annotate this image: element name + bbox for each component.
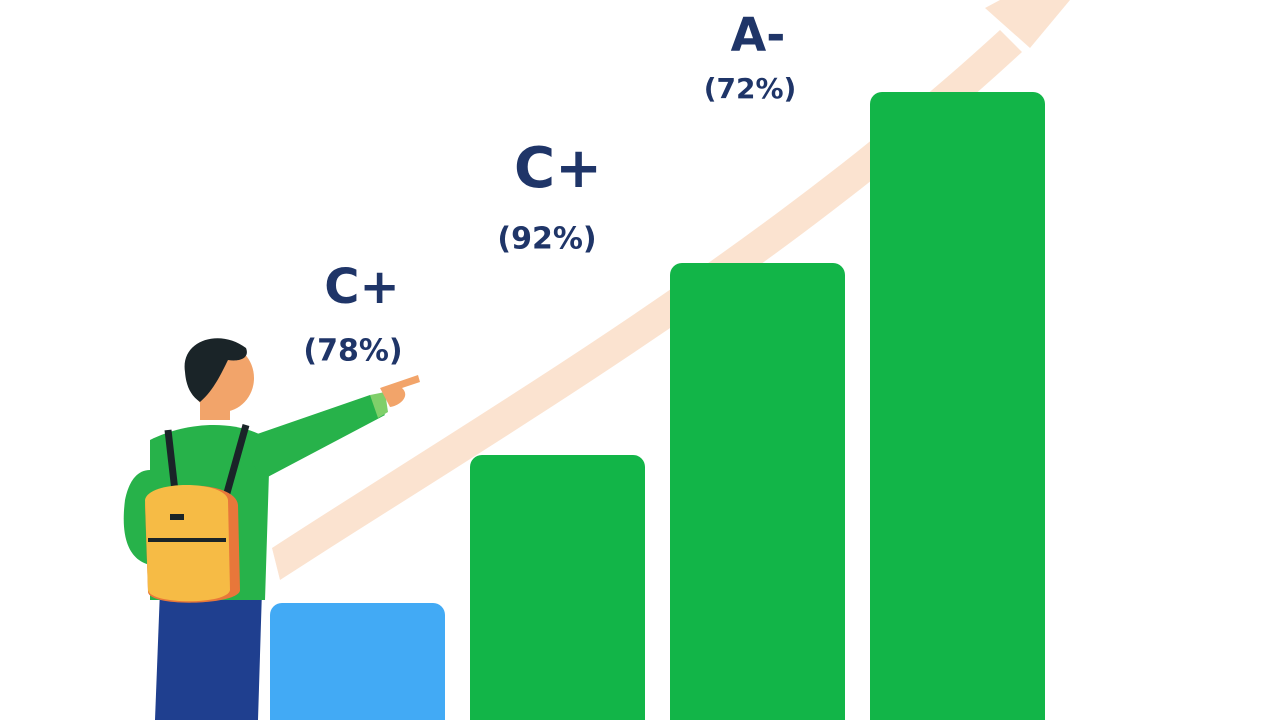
grade-label: C+: [514, 136, 602, 201]
backpack: [145, 485, 230, 602]
student: [123, 338, 420, 720]
hand: [380, 375, 420, 407]
bar: [670, 263, 845, 720]
bar: [470, 455, 645, 720]
arrow-band: [272, 30, 1022, 580]
arrow-head: [985, 0, 1070, 48]
grade-label: A-: [731, 8, 786, 62]
percent-label: (92%): [497, 222, 596, 257]
percent-label: (78%): [303, 334, 402, 369]
backpack-tag: [170, 514, 184, 520]
percent-label: (72%): [704, 72, 797, 105]
bar: [270, 603, 445, 720]
pants: [155, 590, 262, 720]
arm: [240, 395, 385, 480]
grade-label: C+: [324, 259, 399, 315]
hair: [184, 338, 247, 402]
cuff: [370, 392, 388, 418]
growth-arrow: [272, 0, 1070, 580]
bar: [870, 92, 1045, 720]
back-arm: [123, 470, 150, 565]
